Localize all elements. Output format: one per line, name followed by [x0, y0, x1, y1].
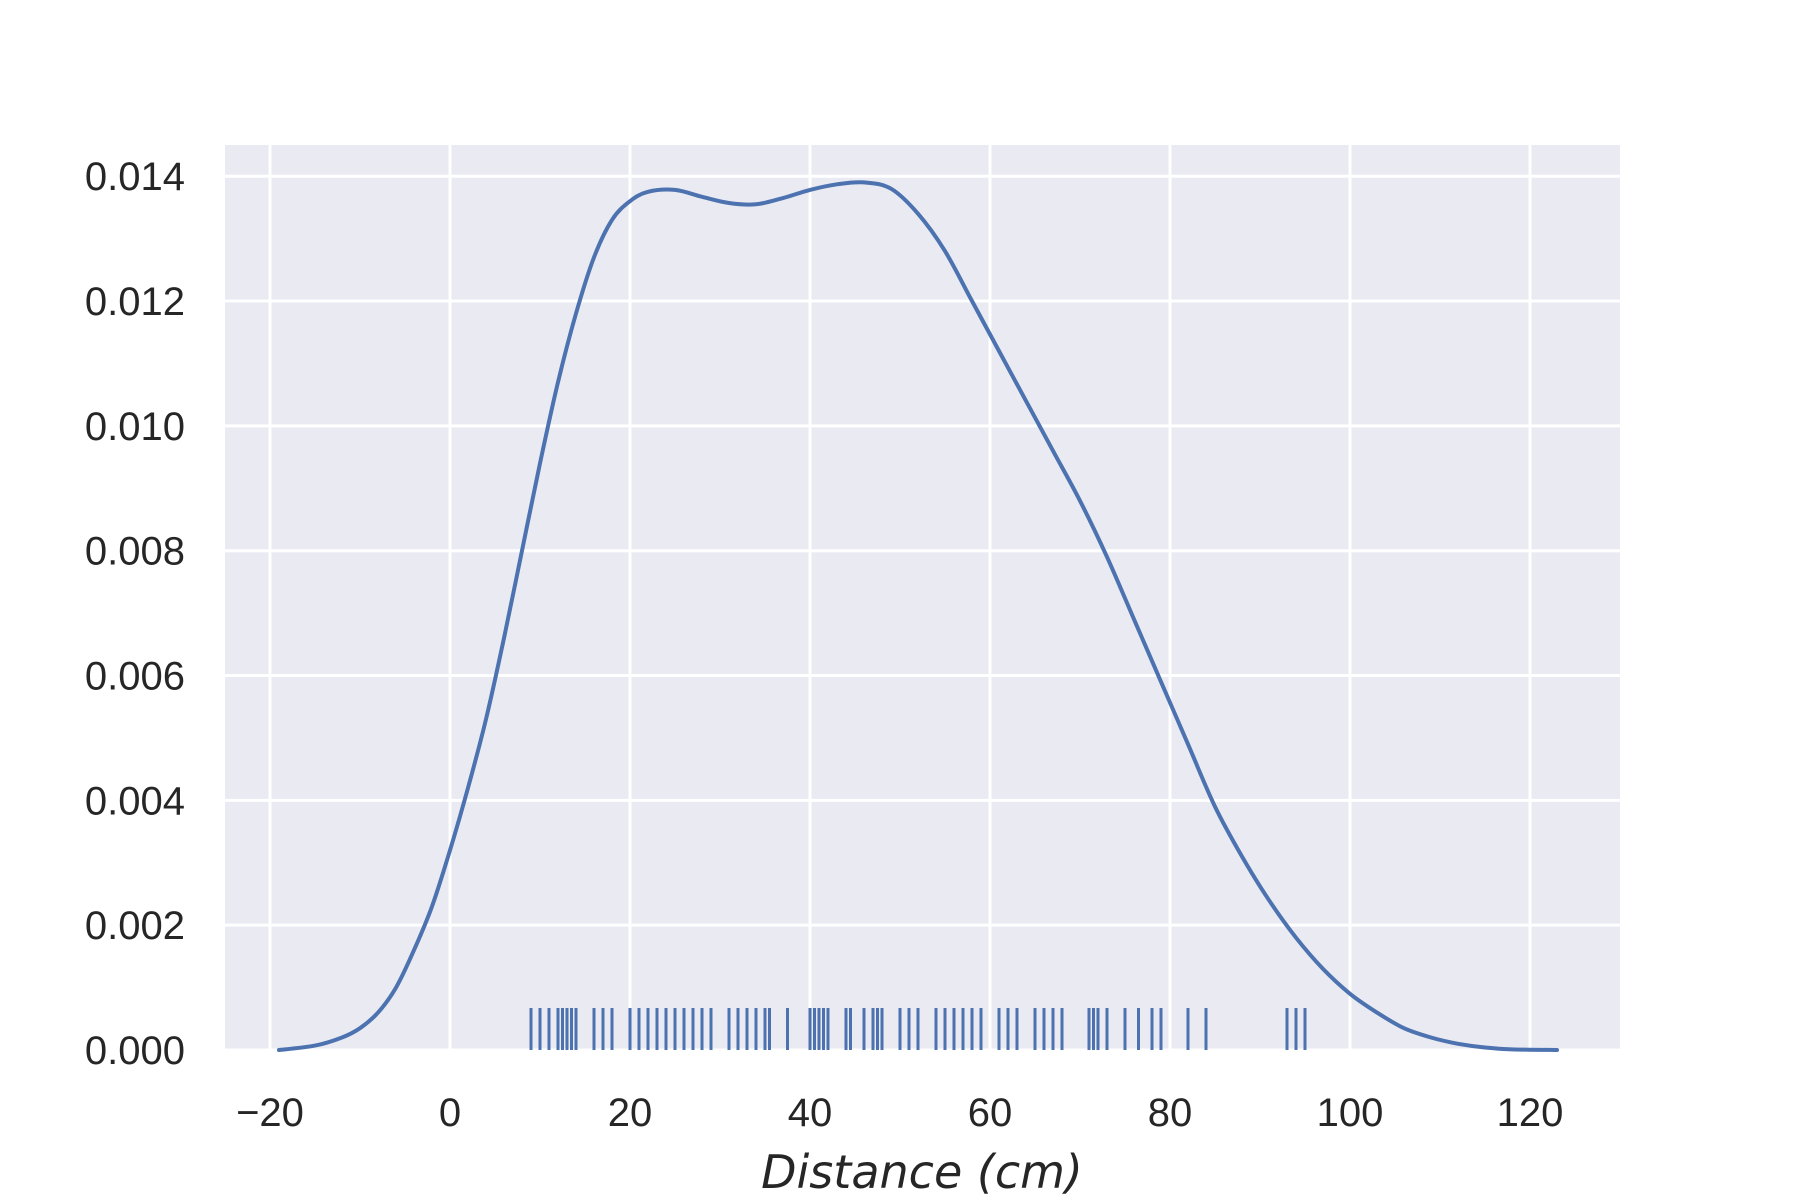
- y-tick-label: 0.004: [85, 779, 185, 823]
- plot-background: [225, 145, 1620, 1050]
- kde-line: [277, 180, 1559, 1052]
- y-tick-label: 0.000: [85, 1029, 185, 1073]
- x-tick-label: 40: [788, 1091, 833, 1135]
- x-tick-label: 20: [608, 1091, 653, 1135]
- x-tick-label: 80: [1148, 1091, 1193, 1135]
- x-tick-label: 60: [968, 1091, 1013, 1135]
- y-tick-label: 0.010: [85, 405, 185, 449]
- y-tick-label: 0.014: [85, 155, 185, 199]
- y-tick-label: 0.002: [85, 904, 185, 948]
- gridlines: [225, 145, 1620, 1052]
- x-tick-labels: −20 0 20 40 60 80 100 120: [236, 1091, 1563, 1135]
- x-tick-label: −20: [236, 1091, 304, 1135]
- x-tick-label: 0: [439, 1091, 461, 1135]
- x-tick-label: 120: [1497, 1091, 1564, 1135]
- y-tick-label: 0.008: [85, 530, 185, 574]
- y-tick-label: 0.006: [85, 655, 185, 699]
- y-tick-label: 0.012: [85, 280, 185, 324]
- rug-marks: [529, 1008, 1307, 1050]
- x-tick-label: 100: [1317, 1091, 1384, 1135]
- x-axis-label: Distance (cm): [761, 1145, 1083, 1199]
- y-tick-labels: 0.000 0.002 0.004 0.006 0.008 0.010 0.012 0.014: [85, 155, 185, 1073]
